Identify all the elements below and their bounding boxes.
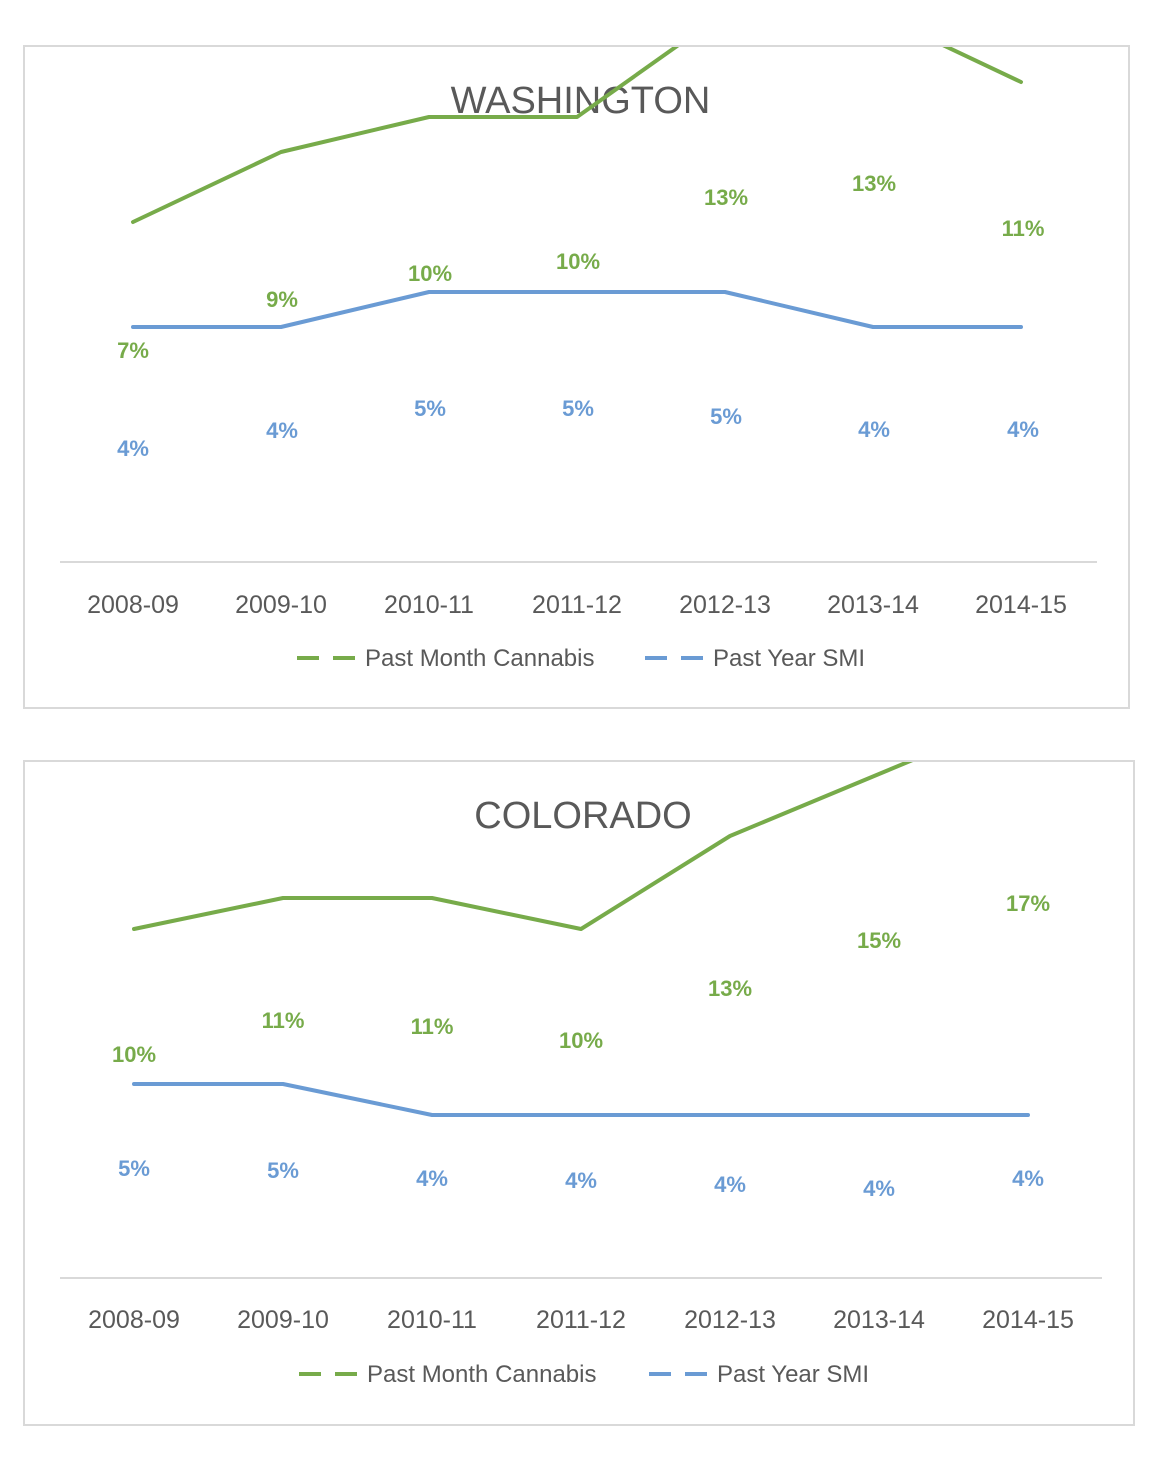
colorado-chart-panel: COLORADO 2008-09 2009-10 2010-11 2011-12 2012… [23,760,1135,1426]
x-tick-label: 2013-14 [833,1306,925,1334]
data-label-smi: 4% [1012,1166,1044,1191]
data-label-background [406,262,454,287]
series-line-cannabis [131,47,1023,224]
data-label-background [408,1015,456,1040]
data-label-cannabis: 10% [556,249,600,274]
data-label-background [1004,1167,1052,1192]
data-label-smi: 5% [562,396,594,421]
x-tick-label: 2009-10 [235,591,327,619]
x-tick-label: 2011-12 [532,591,622,619]
data-label-cannabis: 11% [262,1008,305,1033]
data-label-cannabis: 11% [411,1014,454,1039]
data-label-cannabis: 10% [112,1042,156,1067]
data-label-smi: 5% [267,1158,299,1183]
data-label-smi: 4% [565,1168,597,1193]
series-line-cannabis [132,762,914,931]
x-tick-label: 2010-11 [387,1306,477,1334]
data-label-cannabis: 7% [117,338,149,363]
series-line-smi [131,290,1023,329]
x-tick-label: 2008-09 [87,591,179,619]
legend-item-smi: Past Year SMI [645,645,865,672]
washington-chart-panel: WASHINGTON 2008-09 2009-10 2010-11 2011-12 20… [23,45,1130,709]
data-label-background [850,418,898,443]
line-chart: COLORADO 2008-09 2009-10 2010-11 2011-12 2012… [60,762,1102,1388]
data-label-background [702,186,750,211]
data-label-smi: 4% [858,417,890,442]
data-label-smi: 5% [118,1156,150,1181]
data-label-background [110,1157,158,1182]
x-tick-label: 2008-09 [88,1306,180,1334]
data-label-cannabis: 10% [408,261,452,286]
legend-item-cannabis: Past Month Cannabis [297,645,594,672]
data-label-background [557,1169,605,1194]
data-label-smi: 4% [416,1166,448,1191]
data-label-background [855,929,903,954]
x-tick-label: 2014-15 [982,1306,1074,1334]
data-label-smi: 5% [710,404,742,429]
data-label-background [1004,892,1052,917]
data-label-background [557,1029,605,1054]
data-label-smi: 4% [1007,417,1039,442]
data-label-smi: 4% [117,436,149,461]
data-label-smi: 4% [863,1176,895,1201]
data-label-background [554,250,602,275]
legend-item-smi: Past Year SMI [649,1361,869,1388]
data-label-background [850,172,898,197]
x-tick-label: 2010-11 [384,591,474,619]
data-label-cannabis: 13% [852,171,896,196]
data-label-background [999,418,1047,443]
x-tick-label: 2012-13 [679,591,771,619]
data-label-background [408,1167,456,1192]
data-label-background [258,419,306,444]
data-label-background [554,397,602,422]
data-label-background [706,1173,754,1198]
data-label-smi: 4% [266,418,298,443]
legend-item-cannabis: Past Month Cannabis [299,1361,596,1388]
data-label-background [258,288,306,313]
data-label-background [259,1159,307,1184]
x-tick-label: 2012-13 [684,1306,776,1334]
data-label-background [706,977,754,1002]
data-label-smi: 4% [714,1172,746,1197]
data-label-cannabis: 10% [559,1028,603,1053]
x-tick-label: 2011-12 [536,1306,626,1334]
data-label-cannabis: 13% [708,976,752,1001]
legend-label: Past Month Cannabis [365,645,594,672]
chart-title: COLORADO [474,795,691,837]
data-label-background [110,1043,158,1068]
legend-label: Past Month Cannabis [367,1361,596,1388]
data-label-smi: 5% [414,396,446,421]
data-label-cannabis: 13% [704,185,748,210]
data-label-cannabis: 11% [1002,216,1045,241]
data-label-background [109,437,157,462]
x-tick-label: 2009-10 [237,1306,329,1334]
legend-label: Past Year SMI [713,645,865,672]
series-line-smi [132,1082,1030,1117]
data-label-background [999,217,1047,242]
data-label-background [109,339,157,364]
data-label-cannabis: 15% [857,928,901,953]
data-label-background [406,397,454,422]
data-label-background [855,1177,903,1202]
legend-label: Past Year SMI [717,1361,869,1388]
data-label-cannabis: 17% [1006,891,1050,916]
data-label-background [259,1009,307,1034]
x-tick-label: 2013-14 [827,591,919,619]
data-label-cannabis: 9% [266,287,298,312]
x-tick-label: 2014-15 [975,591,1067,619]
data-label-background [702,405,750,430]
